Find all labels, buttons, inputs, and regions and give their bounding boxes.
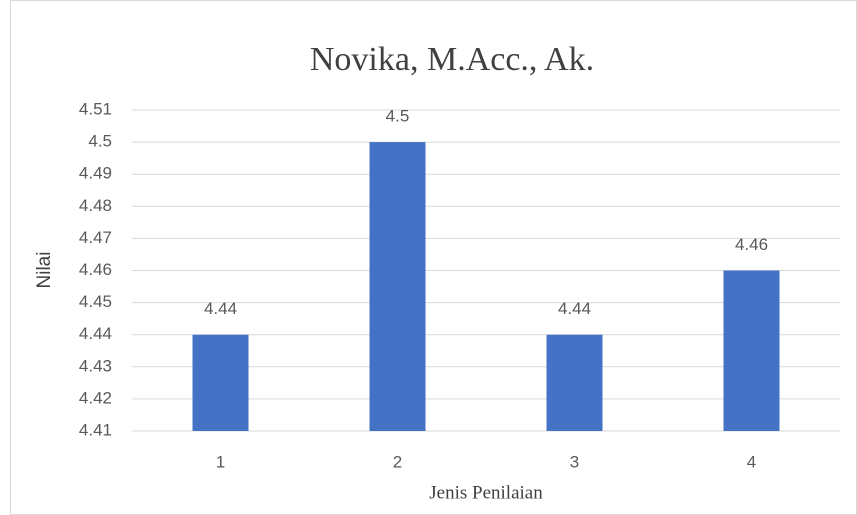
y-tick-label: 4.41 xyxy=(79,420,112,439)
data-label: 4.46 xyxy=(735,235,768,254)
data-label: 4.44 xyxy=(558,299,591,318)
y-tick-label: 4.45 xyxy=(79,292,112,311)
y-tick-label: 4.48 xyxy=(79,196,112,215)
y-tick-label: 4.51 xyxy=(79,99,112,118)
bar xyxy=(192,334,249,431)
y-tick-label: 4.42 xyxy=(79,388,112,407)
bar xyxy=(723,270,780,431)
y-tick-label: 4.49 xyxy=(79,164,112,183)
data-label: 4.44 xyxy=(204,299,237,318)
y-tick-label: 4.46 xyxy=(79,260,112,279)
chart-area xyxy=(10,0,857,515)
data-label: 4.5 xyxy=(386,107,410,126)
x-axis-label: Jenis Penilaian xyxy=(429,482,543,503)
chart-title: Novika, M.Acc., Ak. xyxy=(310,41,594,78)
y-tick-label: 4.43 xyxy=(79,356,112,375)
y-axis-label: Nilai xyxy=(34,252,55,289)
x-tick-label: 1 xyxy=(216,452,225,471)
bar xyxy=(546,334,603,431)
y-tick-label: 4.47 xyxy=(79,228,112,247)
bar xyxy=(369,142,426,431)
x-tick-label: 4 xyxy=(747,452,756,471)
y-tick-label: 4.44 xyxy=(79,324,112,343)
x-tick-label: 2 xyxy=(393,452,402,471)
x-tick-label: 3 xyxy=(570,452,579,471)
y-tick-label: 4.5 xyxy=(88,132,112,151)
